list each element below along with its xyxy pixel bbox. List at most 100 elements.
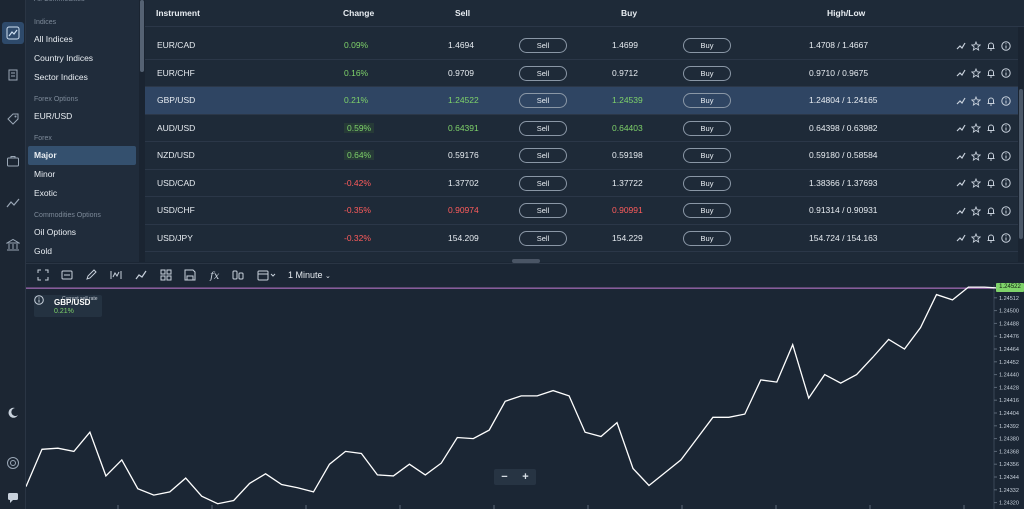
table-row[interactable]: EUR/CHF 0.16% 0.9709 Sell 0.9712 Buy 0.9710 / …: [145, 60, 1018, 87]
table-row[interactable]: USD/CHF -0.35% 0.90974 Sell 0.90991 Buy 0.9131…: [145, 197, 1018, 225]
star-icon[interactable]: [971, 95, 981, 106]
sidebar-item-gold[interactable]: Gold: [34, 246, 52, 256]
tag-icon[interactable]: [2, 108, 24, 130]
table-row[interactable]: EUR/CAD 0.09% 1.4694 Sell 1.4699 Buy 1.4708 / …: [145, 32, 1018, 60]
bell-icon[interactable]: [986, 206, 996, 216]
info-icon[interactable]: [1001, 95, 1011, 106]
star-icon[interactable]: [971, 68, 981, 78]
fullscreen-icon[interactable]: [36, 268, 50, 282]
sell-button[interactable]: Sell: [519, 230, 567, 246]
trend-icon[interactable]: [956, 178, 966, 188]
trend-icon[interactable]: [956, 41, 966, 51]
info-icon[interactable]: [1001, 178, 1011, 188]
buy-button[interactable]: Buy: [683, 65, 731, 81]
line-chart-icon[interactable]: [134, 268, 148, 282]
bank-icon[interactable]: [2, 234, 24, 256]
function-icon[interactable]: fx: [207, 268, 221, 282]
table-scroll-thumb[interactable]: [1019, 89, 1023, 239]
zoom-out-button[interactable]: −: [501, 471, 508, 483]
trend-icon[interactable]: [956, 123, 966, 133]
sidebar-item-minor[interactable]: Minor: [34, 169, 56, 179]
screenshot-icon[interactable]: [60, 268, 74, 282]
header-buy[interactable]: Buy: [621, 8, 638, 18]
info-icon[interactable]: [1001, 68, 1011, 78]
sell-button[interactable]: Sell: [519, 175, 567, 191]
sell-button[interactable]: Sell: [519, 38, 567, 53]
bell-icon[interactable]: [986, 96, 996, 106]
table-row[interactable]: NZD/USD 0.64% 0.59176 Sell 0.59198 Buy 0.59180…: [145, 142, 1018, 170]
info-icon[interactable]: [1001, 233, 1011, 243]
header-high-low[interactable]: High/Low: [827, 8, 866, 18]
support-icon[interactable]: [2, 452, 24, 474]
bell-icon[interactable]: [986, 151, 996, 161]
panel-resize-handle[interactable]: [512, 259, 540, 263]
sidebar-scroll-thumb[interactable]: [140, 0, 144, 72]
info-icon[interactable]: [1001, 40, 1011, 51]
sidebar-item-major[interactable]: Major: [28, 146, 136, 165]
info-icon[interactable]: [1001, 123, 1011, 133]
table-row[interactable]: USD/JPY -0.32% 154.209 Sell 154.229 Buy 154.72…: [145, 225, 1018, 252]
sell-button[interactable]: Sell: [519, 148, 567, 163]
markets-icon[interactable]: [2, 22, 24, 44]
trend-icon[interactable]: [956, 151, 966, 161]
info-icon[interactable]: [1001, 150, 1011, 161]
sidebar-item-country-indices[interactable]: Country Indices: [34, 53, 94, 63]
trend-icon[interactable]: [956, 206, 966, 216]
buy-button[interactable]: Buy: [683, 230, 731, 246]
sell-button[interactable]: Sell: [519, 120, 567, 136]
sidebar-item-sector-indices[interactable]: Sector Indices: [34, 72, 88, 82]
header-instrument[interactable]: Instrument: [156, 8, 200, 18]
info-icon[interactable]: [34, 295, 44, 305]
buy-button[interactable]: Buy: [683, 203, 731, 218]
chat-icon[interactable]: [2, 486, 24, 508]
draw-pencil-icon[interactable]: [84, 268, 98, 282]
buy-button[interactable]: Buy: [683, 93, 731, 108]
header-change[interactable]: Change: [343, 8, 375, 18]
zoom-in-button[interactable]: +: [522, 471, 529, 483]
info-icon[interactable]: [1001, 205, 1011, 216]
sidebar-scrollbar[interactable]: [139, 0, 145, 262]
moon-icon[interactable]: [2, 402, 24, 424]
bell-icon[interactable]: [986, 123, 996, 133]
trend-icon[interactable]: [956, 96, 966, 106]
table-row[interactable]: GBP/USD 0.21% 1.24522 Sell 1.24539 Buy 1.24804…: [145, 87, 1018, 115]
buy-button[interactable]: Buy: [683, 148, 731, 163]
trend-icon[interactable]: [2, 192, 24, 214]
table-row[interactable]: AUD/USD 0.59% 0.64391 Sell 0.64403 Buy 0.64398…: [145, 115, 1018, 142]
star-icon[interactable]: [971, 40, 981, 51]
trend-icon[interactable]: [956, 233, 966, 243]
header-sell[interactable]: Sell: [455, 8, 471, 18]
bell-icon[interactable]: [986, 178, 996, 188]
chart-canvas[interactable]: 1.24512 1.24500 1.24488 1.24476 1.24464 1.244…: [26, 285, 1024, 509]
sidebar-item-oil-options[interactable]: Oil Options: [34, 227, 77, 237]
sell-button[interactable]: Sell: [519, 93, 567, 108]
sell-button[interactable]: Sell: [519, 65, 567, 81]
sidebar-item-all-indices[interactable]: All Indices: [34, 34, 73, 44]
sidebar-item-eur-usd[interactable]: EUR/USD: [34, 111, 73, 121]
star-icon[interactable]: [971, 123, 981, 133]
bell-icon[interactable]: [986, 41, 996, 51]
star-icon[interactable]: [971, 205, 981, 216]
timeframe-select[interactable]: 1 Minute ⌄: [288, 268, 331, 282]
news-icon[interactable]: [2, 64, 24, 86]
layout-grid-icon[interactable]: [159, 268, 173, 282]
save-icon[interactable]: [183, 268, 197, 282]
trend-icon[interactable]: [956, 68, 966, 78]
bell-icon[interactable]: [986, 68, 996, 78]
calendar-dropdown-icon[interactable]: [256, 268, 278, 282]
portfolio-icon[interactable]: [2, 150, 24, 172]
buy-button[interactable]: Buy: [683, 38, 731, 53]
star-icon[interactable]: [971, 233, 981, 243]
bell-icon[interactable]: [986, 233, 996, 243]
compare-icon[interactable]: [231, 268, 245, 282]
table-row[interactable]: USD/CAD -0.42% 1.37702 Sell 1.37722 Buy 1.3836…: [145, 170, 1018, 197]
table-scrollbar[interactable]: [1018, 27, 1024, 262]
star-icon[interactable]: [971, 178, 981, 188]
star-icon[interactable]: [971, 150, 981, 161]
price-chart[interactable]: 1.24512 1.24500 1.24488 1.24476 1.24464 1.244…: [26, 283, 1024, 509]
buy-button[interactable]: Buy: [683, 175, 731, 191]
sidebar-item-exotic[interactable]: Exotic: [34, 188, 58, 198]
indicators-icon[interactable]: [109, 268, 123, 282]
sell-button[interactable]: Sell: [519, 203, 567, 218]
buy-button[interactable]: Buy: [683, 120, 731, 136]
